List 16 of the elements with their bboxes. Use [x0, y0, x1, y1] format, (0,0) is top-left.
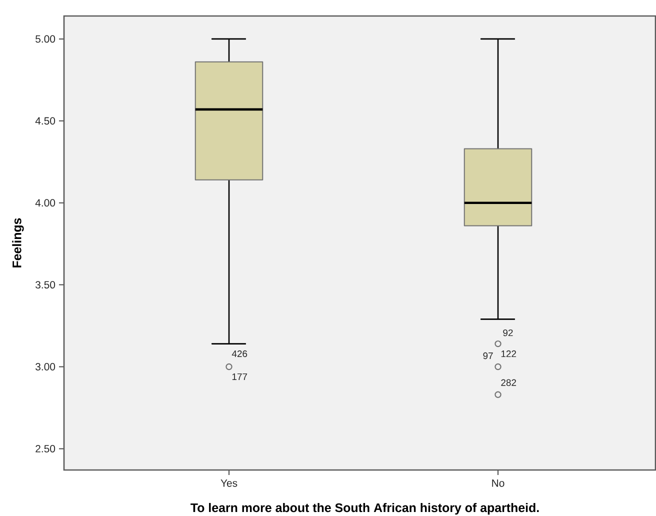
annotation: 426 [232, 350, 248, 358]
x-axis-title: To learn more about the South African history of apartheid. [190, 502, 539, 515]
y-tick-label: 4.50 [35, 117, 56, 125]
annotation: 97 [483, 352, 493, 360]
y-tick-label: 5.00 [36, 35, 56, 43]
y-tick-label: 2.50 [36, 444, 56, 452]
annotation: 92 [503, 329, 513, 336]
y-tick-label: 3.00 [36, 363, 56, 370]
x-tick-label: Yes [220, 480, 238, 487]
y-tick-label: 3.50 [36, 281, 56, 288]
annotation: 282 [501, 379, 516, 386]
annotation: 177 [232, 373, 248, 380]
y-axis-title: Feelings [12, 218, 24, 268]
y-tick-label: 4.00 [35, 199, 56, 207]
annotation: 122 [501, 350, 516, 358]
x-tick-label: No [492, 480, 504, 487]
